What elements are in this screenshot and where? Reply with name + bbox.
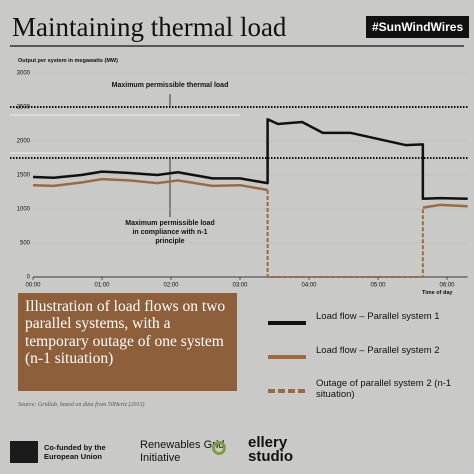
- x-tick-label: 00:00: [25, 283, 41, 289]
- legend-label: Outage of parallel system 2 (n-1 situati…: [316, 378, 452, 400]
- eu-flag: [10, 441, 38, 463]
- y-tick-label: 2500: [17, 105, 31, 111]
- series-line: [32, 177, 468, 209]
- y-tick-label: 3000: [17, 71, 31, 77]
- x-tick-label: 06:00: [439, 283, 455, 289]
- y-tick-label: 2000: [17, 139, 31, 145]
- x-tick-label: 04:00: [301, 283, 317, 289]
- x-tick-label: 03:00: [232, 283, 248, 289]
- y-tick-label: 0: [27, 275, 31, 281]
- tag: #SunWindWires: [366, 16, 470, 38]
- eu-label: Co-funded by the European Union: [44, 443, 106, 461]
- y-tick-label: 1500: [17, 173, 31, 179]
- annotation: Maximum permissible load in compliance w…: [125, 220, 215, 246]
- series-line: [32, 117, 468, 201]
- rgi-label: Renewables Grid Initiative: [140, 439, 225, 464]
- rgi-logo: [212, 441, 226, 455]
- y-tick-label: 1000: [17, 207, 31, 213]
- x-tick-label: 02:00: [163, 283, 179, 289]
- chart-title: Maintaining thermal load: [12, 12, 287, 42]
- x-axis-label: Time of day: [422, 290, 453, 296]
- y-tick-label: 500: [20, 241, 31, 247]
- x-tick-label: 01:00: [94, 283, 110, 289]
- legend-label: Load flow – Parallel system 1: [316, 311, 440, 322]
- legend-label: Load flow – Parallel system 2: [316, 345, 440, 356]
- annotation: Maximum permissible thermal load: [111, 82, 229, 89]
- x-tick-label: 05:00: [370, 283, 386, 289]
- caption: Illustration of load flows on two parall…: [18, 293, 237, 391]
- series-line: [266, 189, 424, 278]
- y-axis-label: Output per system in megawatts (MW): [18, 58, 118, 64]
- source: Source: Gridlab, based on data from 50He…: [18, 402, 145, 408]
- studio-label: ellery studio: [248, 434, 293, 466]
